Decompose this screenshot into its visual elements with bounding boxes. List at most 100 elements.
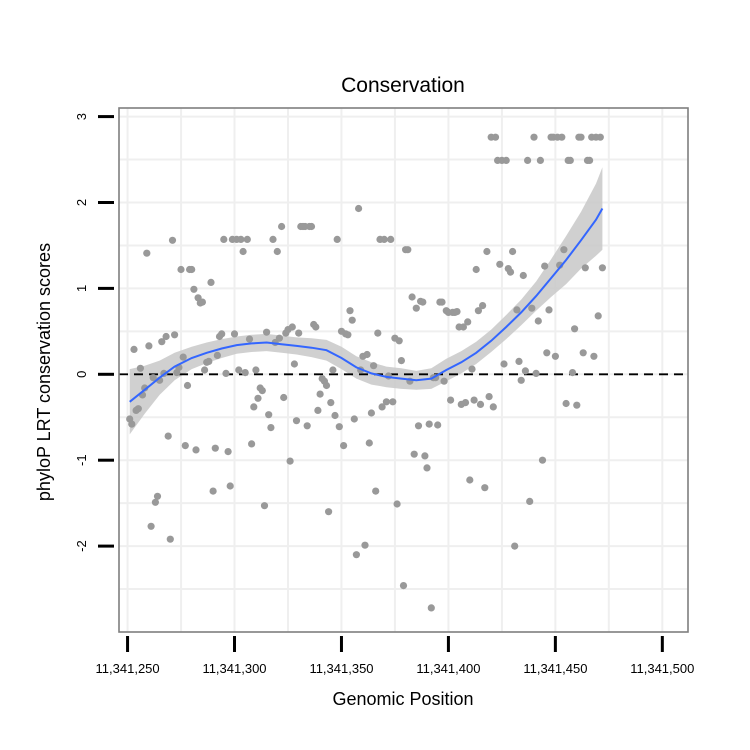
data-point: [286, 457, 294, 465]
data-point: [470, 396, 478, 404]
data-point: [136, 364, 144, 372]
x-tick-label: 11,341,350: [309, 661, 373, 676]
data-point: [348, 316, 356, 324]
x-tick-label: 11,341,250: [96, 661, 160, 676]
data-point: [389, 398, 397, 406]
data-point: [500, 360, 508, 368]
data-point: [361, 541, 369, 549]
data-point: [145, 342, 153, 350]
data-point: [414, 422, 423, 430]
data-point: [312, 323, 320, 331]
data-point: [263, 328, 271, 336]
data-point: [153, 492, 162, 500]
data-point: [171, 331, 179, 339]
data-point: [419, 298, 427, 306]
data-point: [491, 133, 500, 141]
x-tick-label: 11,341,450: [523, 661, 587, 676]
data-point: [331, 411, 339, 420]
data-point: [506, 268, 515, 276]
data-point: [224, 448, 232, 456]
data-point: [352, 551, 360, 559]
data-point: [508, 247, 517, 256]
data-point: [399, 582, 408, 590]
data-point: [322, 381, 331, 390]
data-point: [571, 325, 579, 333]
data-point: [566, 156, 574, 164]
data-point: [147, 522, 155, 530]
loess-fit-line: [129, 208, 604, 403]
data-point: [179, 353, 187, 361]
y-tick-label: 2: [74, 199, 89, 206]
data-point: [273, 247, 281, 256]
data-point: [410, 450, 418, 458]
data-point: [397, 357, 405, 365]
y-tick-label: -1: [74, 454, 89, 466]
data-point: [143, 249, 151, 257]
chart-title: Conservation: [341, 74, 465, 97]
data-point: [220, 235, 228, 243]
data-point: [237, 235, 245, 243]
data-point: [190, 285, 198, 293]
data-point: [543, 349, 551, 357]
data-point: [573, 401, 581, 409]
data-point: [474, 307, 482, 315]
data-point: [551, 352, 560, 360]
data-point: [387, 235, 395, 243]
data-point: [260, 502, 269, 510]
data-point: [267, 424, 275, 432]
data-point: [598, 264, 607, 272]
data-point: [245, 335, 254, 343]
data-point: [440, 377, 448, 385]
data-point: [511, 542, 519, 550]
data-point: [380, 235, 388, 243]
data-point: [325, 508, 333, 516]
data-point: [464, 318, 472, 326]
y-tick-label: 0: [74, 371, 89, 378]
data-point: [496, 260, 504, 268]
data-point: [181, 442, 189, 450]
y-axis-label: phyloP LRT conservation scores: [34, 243, 54, 501]
x-tick-label: 11,341,300: [202, 661, 266, 676]
data-point: [534, 317, 542, 325]
data-point: [151, 498, 159, 506]
data-point: [530, 133, 538, 141]
data-point: [130, 345, 138, 353]
data-point: [235, 366, 243, 374]
data-point: [329, 366, 337, 374]
data-point: [177, 265, 185, 274]
data-point: [335, 423, 343, 431]
data-point: [275, 334, 283, 342]
data-point: [303, 422, 311, 430]
data-point: [207, 278, 215, 286]
data-point: [562, 399, 570, 408]
x-axis: 11,341,250 11,341,300 11,341,350 11,341,400…: [96, 636, 694, 676]
data-point: [483, 247, 491, 256]
data-point: [314, 406, 322, 414]
data-point: [188, 265, 196, 274]
data-point: [252, 366, 260, 374]
data-point: [481, 484, 489, 492]
data-point: [513, 306, 521, 314]
plot-panel-border: [118, 107, 689, 633]
data-point: [594, 312, 602, 320]
data-point: [363, 350, 371, 359]
data-point: [211, 444, 219, 452]
confidence-band: [129, 167, 603, 435]
data-point: [382, 398, 390, 406]
data-point: [198, 298, 206, 306]
data-point: [528, 304, 536, 312]
data-point: [134, 405, 142, 413]
data-point: [461, 399, 470, 407]
data-point: [183, 381, 192, 390]
data-point: [288, 323, 296, 331]
data-point: [269, 235, 277, 243]
data-point: [378, 403, 386, 411]
data-point: [128, 420, 136, 428]
data-point: [344, 331, 352, 339]
data-point: [438, 298, 446, 306]
data-points: [126, 133, 607, 612]
data-point: [149, 374, 157, 382]
data-point: [427, 604, 435, 612]
data-point: [568, 369, 577, 377]
